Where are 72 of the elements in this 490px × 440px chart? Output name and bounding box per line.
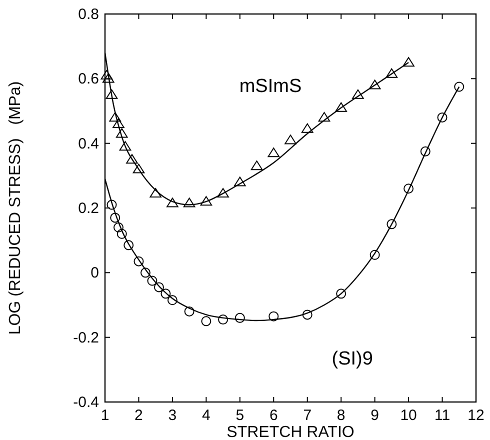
point <box>119 141 132 151</box>
point <box>109 112 122 122</box>
point <box>166 198 178 208</box>
point <box>116 128 128 138</box>
point <box>368 80 381 90</box>
point <box>124 240 134 250</box>
point <box>301 123 314 133</box>
point <box>110 212 120 223</box>
point <box>217 188 229 198</box>
y-tick-label: 0.2 <box>78 200 99 217</box>
y-tick-label: -0.2 <box>73 329 99 346</box>
x-tick-label: 12 <box>468 407 484 424</box>
point <box>113 222 124 232</box>
point <box>302 310 312 320</box>
point <box>336 288 346 299</box>
x-tick-label: 3 <box>168 407 177 424</box>
y-tick-label: 0.4 <box>78 135 99 152</box>
point <box>437 112 448 122</box>
point <box>268 311 279 322</box>
point <box>106 200 117 210</box>
series-label: mSImS <box>239 76 302 98</box>
point <box>106 89 118 99</box>
point <box>100 70 113 80</box>
point <box>234 312 245 323</box>
point <box>250 160 263 170</box>
point <box>370 250 380 260</box>
point <box>234 176 246 186</box>
point <box>126 154 138 164</box>
point <box>201 316 212 326</box>
point <box>420 146 430 156</box>
y-tick-label: 0 <box>90 264 99 282</box>
point <box>134 256 144 266</box>
point <box>335 102 347 112</box>
point <box>154 282 164 292</box>
point <box>150 188 162 198</box>
point <box>284 134 296 144</box>
x-tick-label: 4 <box>202 407 210 424</box>
point <box>160 288 171 299</box>
x-axis-title: STRETCH RATIO <box>226 424 354 440</box>
point <box>268 148 280 158</box>
x-tick-label: 1 <box>100 407 110 424</box>
point <box>386 219 397 230</box>
point <box>386 68 398 78</box>
point <box>318 112 330 122</box>
point <box>132 164 145 174</box>
point <box>404 184 414 194</box>
point <box>112 118 124 128</box>
y-axis-title: LOG (REDUCED STRESS) (MPa) <box>7 81 24 335</box>
x-tick-label: 11 <box>434 407 450 424</box>
point <box>218 314 228 325</box>
y-tick-label: -0.4 <box>73 394 99 411</box>
x-tick-label: 8 <box>336 407 346 424</box>
point <box>116 228 127 239</box>
point <box>140 268 150 278</box>
y-tick-label: 0.6 <box>78 70 99 88</box>
point <box>147 276 158 286</box>
point <box>167 295 178 306</box>
point <box>184 306 194 316</box>
series-label: (SI)9 <box>332 348 373 370</box>
x-tick-label: 7 <box>303 407 312 424</box>
point <box>454 82 464 92</box>
y-tick-label: 0.8 <box>78 6 99 23</box>
point <box>352 89 364 99</box>
x-tick-label: 10 <box>400 407 417 424</box>
x-tick-label: 5 <box>236 407 244 424</box>
x-tick-label: 6 <box>269 407 278 424</box>
x-tick-label: 2 <box>134 407 143 424</box>
x-tick-label: 9 <box>370 407 379 424</box>
point <box>402 57 414 67</box>
point <box>200 196 212 206</box>
point <box>183 198 196 208</box>
point <box>102 73 114 83</box>
